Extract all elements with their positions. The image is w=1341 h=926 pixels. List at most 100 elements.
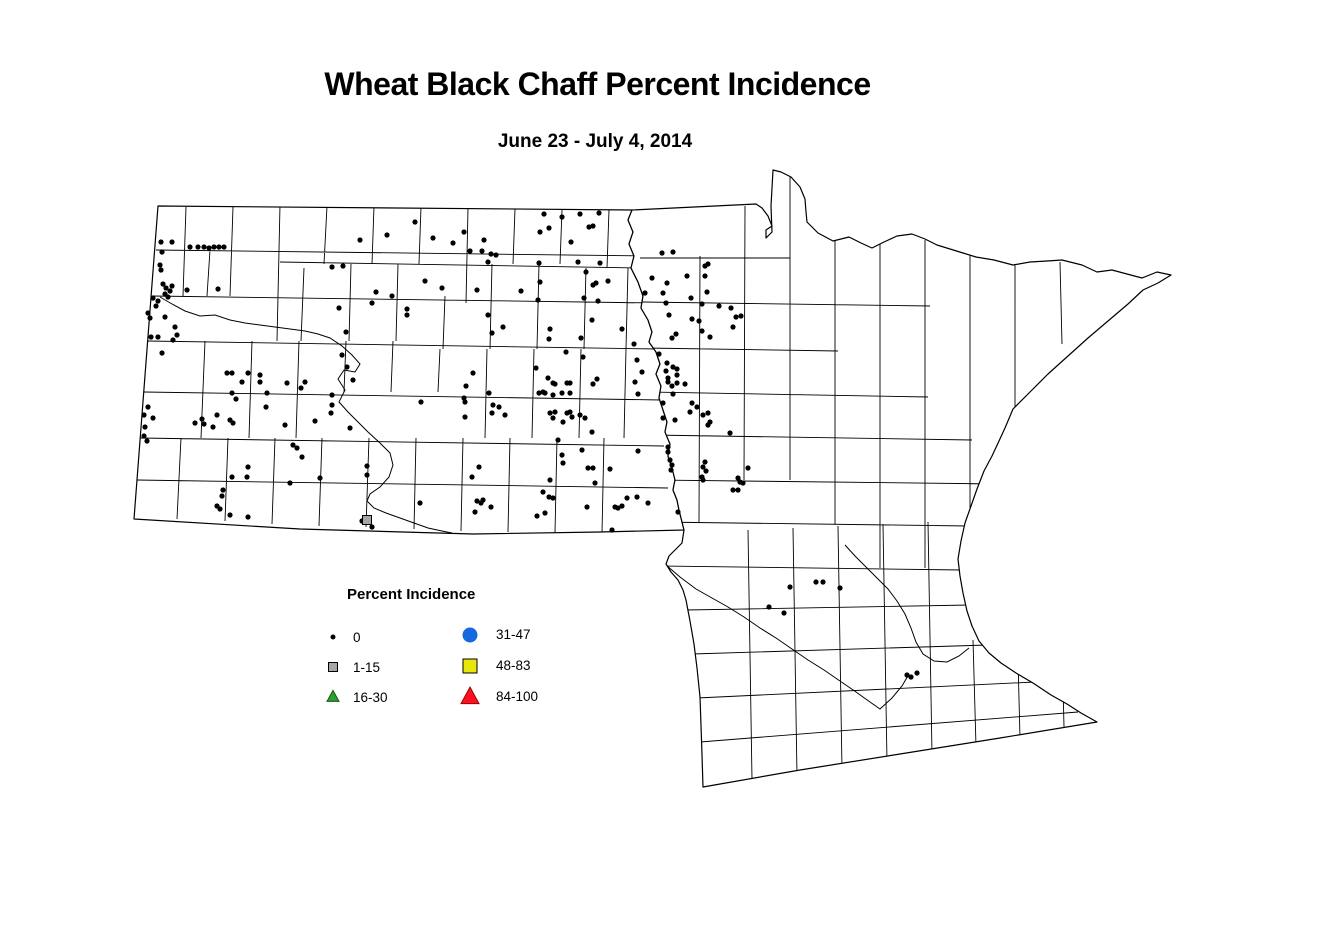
map-point <box>214 412 220 418</box>
legend-item: 48-83 <box>458 650 538 681</box>
map-point <box>488 251 494 257</box>
legend-item-label: 48-83 <box>496 658 531 673</box>
map-point <box>639 369 645 375</box>
figure-subtitle: June 23 - July 4, 2014 <box>497 131 693 152</box>
map-point <box>245 464 251 470</box>
map-point <box>634 494 640 500</box>
map-point <box>284 380 290 386</box>
map-point <box>336 305 342 311</box>
map-point <box>665 379 671 385</box>
map-point <box>150 295 156 301</box>
map-point <box>564 380 570 386</box>
map-point <box>170 337 176 343</box>
map-point <box>705 410 711 416</box>
map-point <box>142 424 148 430</box>
map-point <box>221 244 227 250</box>
map-point <box>476 464 482 470</box>
map-point <box>649 275 655 281</box>
map-point <box>569 414 575 420</box>
incidence-points <box>141 210 920 680</box>
map-point <box>787 584 793 590</box>
map-point <box>669 335 675 341</box>
map-point <box>157 262 163 268</box>
legend-title: Percent Incidence <box>347 586 476 603</box>
map-point <box>470 370 476 376</box>
map-point <box>537 229 543 235</box>
map-point <box>312 418 318 424</box>
map-point <box>728 305 734 311</box>
map-point <box>567 409 573 415</box>
map-point <box>705 261 711 267</box>
map-point <box>467 248 473 254</box>
map-point <box>660 290 666 296</box>
map-point <box>479 248 485 254</box>
map-point <box>694 404 700 410</box>
map-point <box>172 324 178 330</box>
map-point <box>219 493 225 499</box>
map-point <box>364 472 370 478</box>
map-point <box>502 412 508 418</box>
map-point <box>670 364 676 370</box>
map-point <box>582 415 588 421</box>
map-point <box>163 285 169 291</box>
map-point <box>357 237 363 243</box>
map-point <box>703 468 709 474</box>
map-point <box>670 391 676 397</box>
map-point <box>245 514 251 520</box>
map-point <box>656 351 662 357</box>
map-point <box>607 466 613 472</box>
map-point <box>350 377 356 383</box>
map-point <box>485 312 491 318</box>
legend-column-left: 0 1-15 16-30 <box>321 622 388 712</box>
map-point <box>463 383 469 389</box>
map-point <box>663 300 669 306</box>
map-point <box>417 500 423 506</box>
map-point <box>328 410 334 416</box>
map-point <box>560 460 566 466</box>
map-point <box>674 380 680 386</box>
map-point <box>481 237 487 243</box>
map-point <box>589 317 595 323</box>
map-point <box>450 240 456 246</box>
map-point <box>707 334 713 340</box>
map-point <box>144 438 150 444</box>
map-point <box>669 383 675 389</box>
map-point <box>158 267 164 273</box>
map-point <box>586 224 592 230</box>
map-point <box>733 314 739 320</box>
map-point <box>668 467 674 473</box>
legend-item-label: 1-15 <box>353 659 381 675</box>
map-point <box>552 409 558 415</box>
north-dakota-county-lines <box>136 206 669 534</box>
map-point <box>642 290 648 296</box>
map-point <box>660 400 666 406</box>
map-point <box>533 365 539 371</box>
legend-symbol-blue-circle <box>462 627 478 642</box>
map-point <box>317 475 323 481</box>
map-point <box>373 289 379 295</box>
map-point <box>555 437 561 443</box>
legend-item-label: 31-47 <box>496 627 531 642</box>
map-point <box>384 232 390 238</box>
map-point <box>145 310 151 316</box>
map-point <box>635 391 641 397</box>
map-point <box>669 462 675 468</box>
map-point <box>264 390 270 396</box>
map-point <box>904 672 910 678</box>
map-point <box>201 421 207 427</box>
map-point <box>485 259 491 265</box>
legend-symbol-yellow-square <box>462 658 478 673</box>
map-point <box>592 480 598 486</box>
map-point <box>689 316 695 322</box>
map-point <box>605 278 611 284</box>
map-point <box>147 315 153 321</box>
map-point <box>634 357 640 363</box>
map-point <box>688 295 694 301</box>
map-point <box>469 474 475 480</box>
map-point <box>590 381 596 387</box>
map-point <box>518 288 524 294</box>
map-point <box>537 279 543 285</box>
map-point <box>546 494 552 500</box>
map-point <box>567 390 573 396</box>
